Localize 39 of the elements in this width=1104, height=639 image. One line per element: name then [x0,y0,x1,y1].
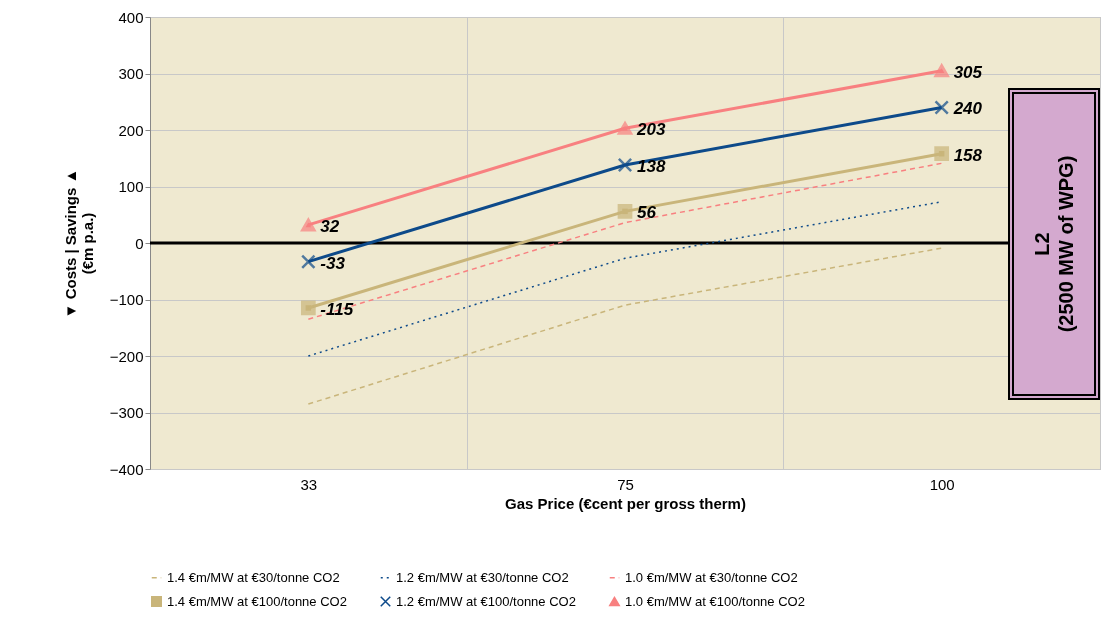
x-tick-label: 75 [617,475,634,493]
point [617,121,633,135]
y-tick-label: −300 [109,404,144,421]
point [934,100,950,115]
data-label: 56 [637,203,657,223]
point [934,64,950,78]
y-tick-label: −400 [109,460,144,478]
point [617,203,633,219]
y-tick-label: 100 [118,178,144,195]
data-label: 158 [953,145,983,165]
legend-label: 1.0 €m/MW at €30/tonne CO2 [625,569,798,585]
y-axis-title: ▼ Costs | Savings ▲ (€m p.a.) [61,168,96,319]
data-label: 138 [637,157,666,177]
x-tick-label: 33 [300,475,318,493]
annotation: L2 (2500 MW of WPG) [1030,155,1078,333]
data-label: 203 [636,120,666,140]
point [300,300,316,316]
legend-label: 1.4 €m/MW at €30/tonne CO2 [167,569,340,585]
point [300,254,316,270]
y-tick-label: −200 [109,347,144,365]
x-tick-label: 100 [929,475,955,493]
y-tick-label: 0 [135,234,144,252]
y-tick-label: 300 [118,65,144,82]
legend-label: 1.2 €m/MW at €30/tonne CO2 [396,569,569,585]
point [300,218,316,232]
y-tick-label: −100 [109,291,144,308]
legend-label: 1.0 €m/MW at €100/tonne CO2 [625,593,805,609]
point [617,157,633,173]
y-tick-label: 200 [118,121,144,139]
data-label: -33 [320,253,346,273]
y-tick-label: 400 [118,8,144,26]
point [934,146,950,162]
data-label: 32 [320,216,340,236]
data-label: 240 [952,99,983,119]
x-axis-title: Gas Price (€cent per gross therm) [505,494,746,512]
data-label: -115 [320,299,354,319]
data-label: 305 [953,62,983,82]
legend-label: 1.2 €m/MW at €100/tonne CO2 [396,593,576,609]
legend-label: 1.4 €m/MW at €100/tonne CO2 [167,593,347,609]
